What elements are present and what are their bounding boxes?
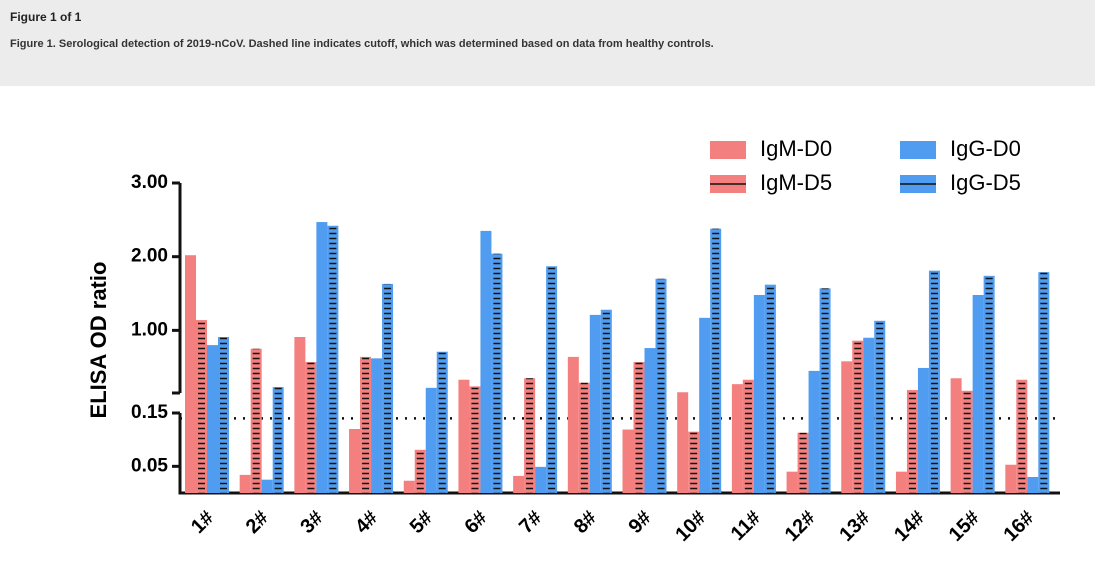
- chart: ELISA OD ratio 0.05 0.15 1.00 2.00 3.00 1# 2# 3…: [86, 136, 1060, 546]
- bar-hatch: [799, 432, 807, 493]
- bar-hatch: [384, 283, 392, 493]
- bar-hatch: [548, 266, 556, 493]
- x-tick-label: 9#: [624, 507, 655, 538]
- x-tick-label: 7#: [515, 507, 546, 538]
- bar-hatch: [416, 449, 424, 493]
- bar: [699, 317, 711, 493]
- x-tick-label: 15#: [945, 507, 984, 546]
- bar: [261, 479, 273, 493]
- bar-hatch: [908, 390, 916, 493]
- y-tick-label: 1.00: [131, 319, 168, 340]
- bar-hatch: [438, 351, 446, 493]
- y-tick-label: 0.05: [131, 455, 168, 476]
- bar-hatch: [362, 356, 370, 493]
- bar-hatch: [471, 386, 479, 493]
- legend-label: IgM-D0: [760, 136, 832, 161]
- bar: [677, 392, 689, 493]
- bar: [841, 361, 853, 493]
- bar-hatch: [220, 337, 227, 493]
- figure-header: Figure 1 of 1 Figure 1. Serological dete…: [0, 0, 1095, 86]
- bar: [917, 367, 929, 493]
- x-tick-label: 2#: [242, 507, 273, 538]
- legend-swatch: [900, 141, 936, 159]
- x-tick-label: 16#: [999, 507, 1038, 546]
- bar-hatch: [876, 320, 884, 493]
- legend-label: IgG-D0: [950, 136, 1021, 161]
- x-tick-label: 12#: [781, 507, 820, 546]
- bar: [1027, 477, 1039, 493]
- bar-hatch: [1040, 272, 1048, 493]
- legend-swatch: [710, 141, 746, 159]
- y-tick-label: 0.15: [131, 402, 168, 423]
- bar-hatch: [329, 225, 337, 493]
- x-tick-label: 13#: [835, 507, 874, 546]
- bar-hatch: [252, 348, 260, 493]
- bar: [972, 295, 984, 493]
- bar: [589, 314, 601, 493]
- bar-hatch: [744, 379, 752, 493]
- x-tick-label: 4#: [351, 507, 382, 538]
- bar: [425, 387, 437, 493]
- bar: [371, 358, 383, 493]
- bar: [207, 345, 218, 493]
- bar-hatch: [198, 320, 205, 493]
- y-tick-label: 2.00: [131, 246, 168, 267]
- x-tick-label: 6#: [460, 507, 491, 538]
- bar: [808, 370, 820, 493]
- bar-hatch: [602, 309, 610, 493]
- bar-hatch: [580, 382, 588, 493]
- legend-label: IgM-D5: [760, 170, 832, 195]
- bar-hatch: [854, 340, 862, 493]
- bar-hatch: [690, 431, 698, 493]
- bar: [895, 471, 907, 493]
- bar-hatch: [274, 387, 282, 493]
- bar: [316, 222, 328, 494]
- bar-hatch: [635, 362, 643, 493]
- bar-hatch: [963, 390, 971, 493]
- x-tick-label: 5#: [406, 507, 437, 538]
- legend-label: IgG-D5: [950, 170, 1021, 195]
- figure-title: Figure 1 of 1: [10, 10, 82, 24]
- bar: [458, 379, 470, 493]
- x-tick-label: 3#: [296, 507, 327, 538]
- bar-hatch: [821, 288, 829, 493]
- x-tick-label: 8#: [570, 507, 601, 538]
- bar: [753, 295, 765, 493]
- bar: [535, 466, 547, 493]
- x-tick-label: 14#: [890, 507, 929, 546]
- bar: [513, 475, 525, 493]
- bar: [480, 230, 492, 494]
- x-tick-label: 11#: [727, 507, 765, 545]
- bar: [644, 348, 656, 493]
- bar: [294, 337, 306, 493]
- bar: [622, 429, 634, 493]
- bar: [1005, 464, 1017, 493]
- y-axis-title: ELISA OD ratio: [86, 262, 111, 419]
- bar-hatch: [930, 270, 938, 493]
- x-tick-label: 1#: [187, 507, 218, 538]
- bar-hatch: [307, 362, 315, 493]
- x-tick-label: 10#: [671, 507, 710, 546]
- bar-hatch: [657, 278, 665, 493]
- bar: [950, 378, 962, 493]
- bar: [239, 474, 251, 493]
- bar-hatch: [985, 275, 993, 493]
- bar-hatch: [766, 284, 774, 493]
- bar: [863, 337, 875, 493]
- bar-hatch: [1018, 379, 1026, 493]
- bar: [786, 471, 798, 493]
- y-tick-label: 3.00: [131, 172, 168, 193]
- bar-hatch: [526, 378, 534, 493]
- bar: [403, 480, 415, 493]
- bar: [349, 429, 361, 493]
- bar: [185, 255, 196, 493]
- bar: [567, 356, 579, 493]
- bar: [731, 384, 743, 493]
- bar-hatch: [712, 228, 720, 493]
- figure-caption: Figure 1. Serological detection of 2019-…: [10, 38, 714, 50]
- bar-hatch: [493, 253, 501, 493]
